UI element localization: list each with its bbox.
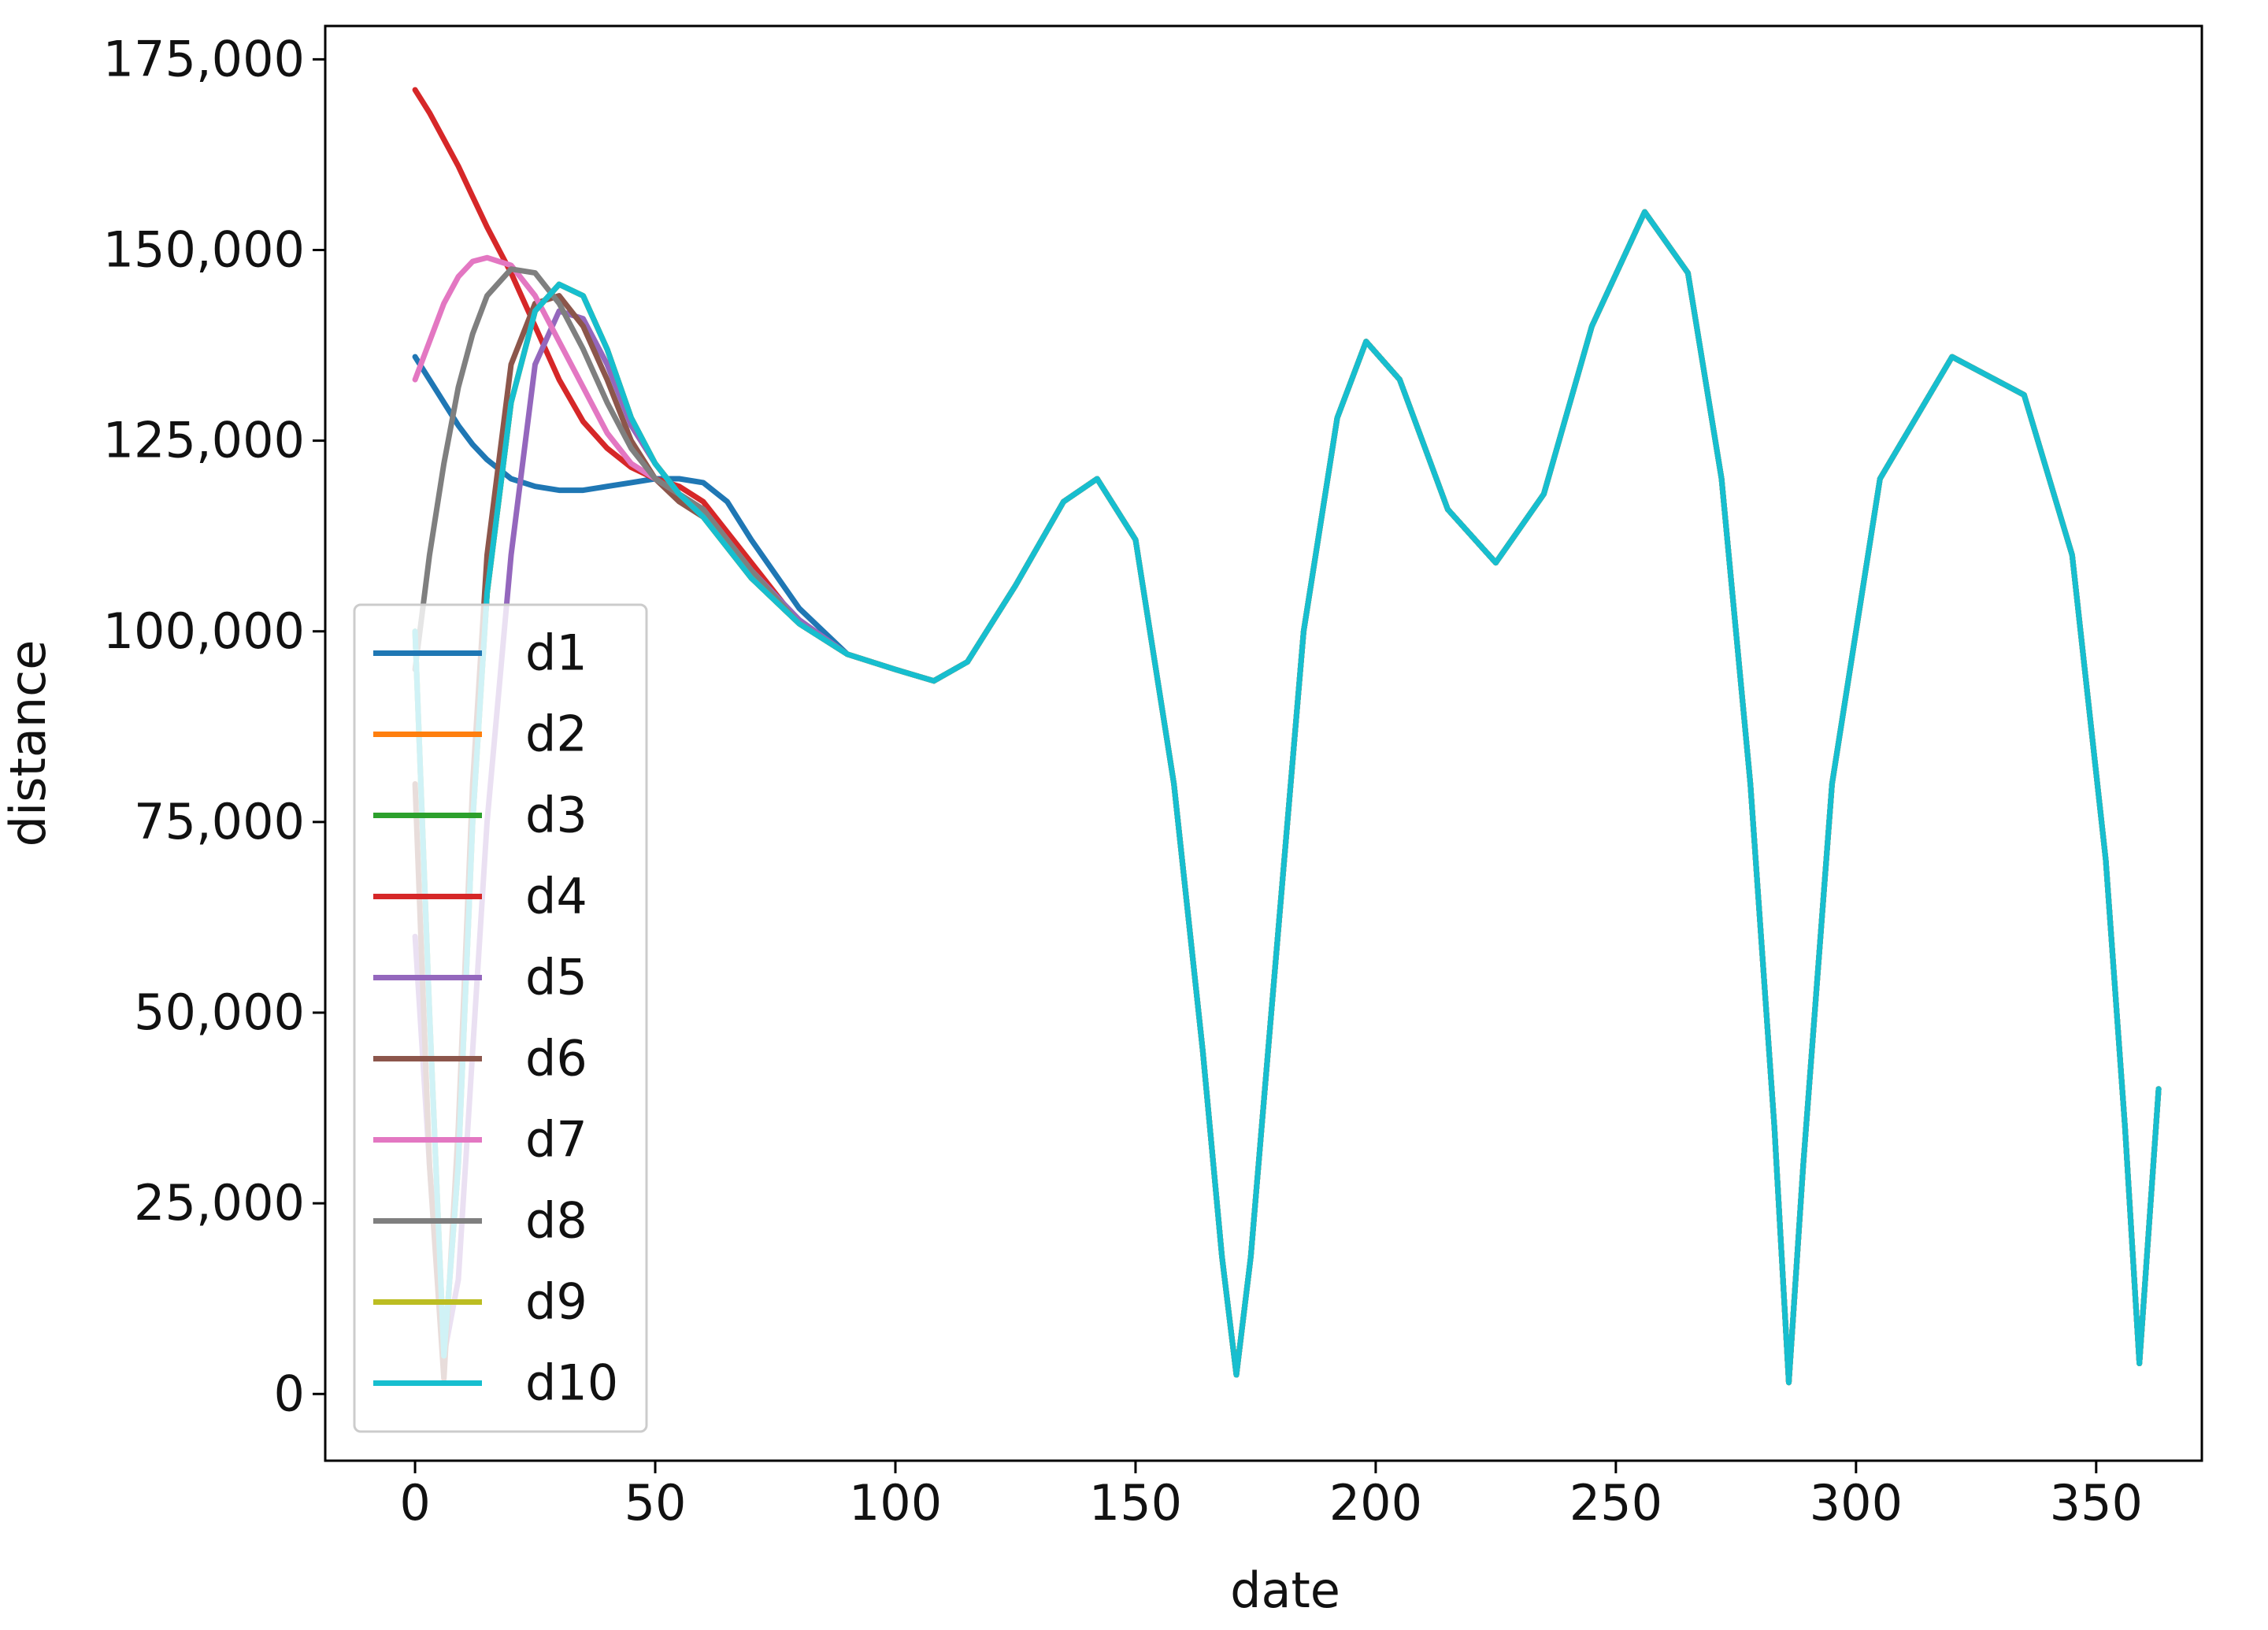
y-tick-label: 75,000 [134,793,305,850]
legend-label: d2 [525,706,587,763]
y-tick-label: 125,000 [103,412,305,469]
legend-label: d6 [525,1030,587,1087]
legend-label: d1 [525,624,587,682]
y-tick-label: 50,000 [134,984,305,1041]
y-axis-label: distance [0,640,57,847]
y-tick-label: 25,000 [134,1174,305,1232]
legend-label: d9 [525,1273,587,1331]
legend-label: d8 [525,1192,587,1250]
legend-label: d5 [525,949,587,1006]
legend: d1 d2 d3 d4 d5 d6 d7 d8 d9 d10 [353,603,648,1433]
y-tick-label: 100,000 [103,602,305,660]
legend-label: d10 [525,1354,618,1412]
x-tick-label: 250 [1569,1474,1662,1532]
x-tick-label: 350 [2050,1474,2143,1532]
y-tick-label: 0 [274,1365,305,1422]
y-tick-label: 175,000 [103,30,305,87]
x-tick-label: 200 [1329,1474,1422,1532]
x-tick-label: 150 [1089,1474,1182,1532]
x-tick-label: 0 [399,1474,430,1532]
x-tick-label: 300 [1810,1474,1903,1532]
line [412,87,2162,1386]
y-tick-label: 150,000 [103,221,305,279]
x-tick-label: 50 [624,1474,687,1532]
legend-label: d7 [525,1111,587,1169]
legend-box [353,603,648,1433]
legend-label: d4 [525,868,587,925]
x-axis-label: date [1230,1561,1340,1619]
x-tick-label: 100 [849,1474,942,1532]
legend-label: d3 [525,787,587,844]
line [412,209,2162,1386]
plot-frame [324,24,2203,1462]
